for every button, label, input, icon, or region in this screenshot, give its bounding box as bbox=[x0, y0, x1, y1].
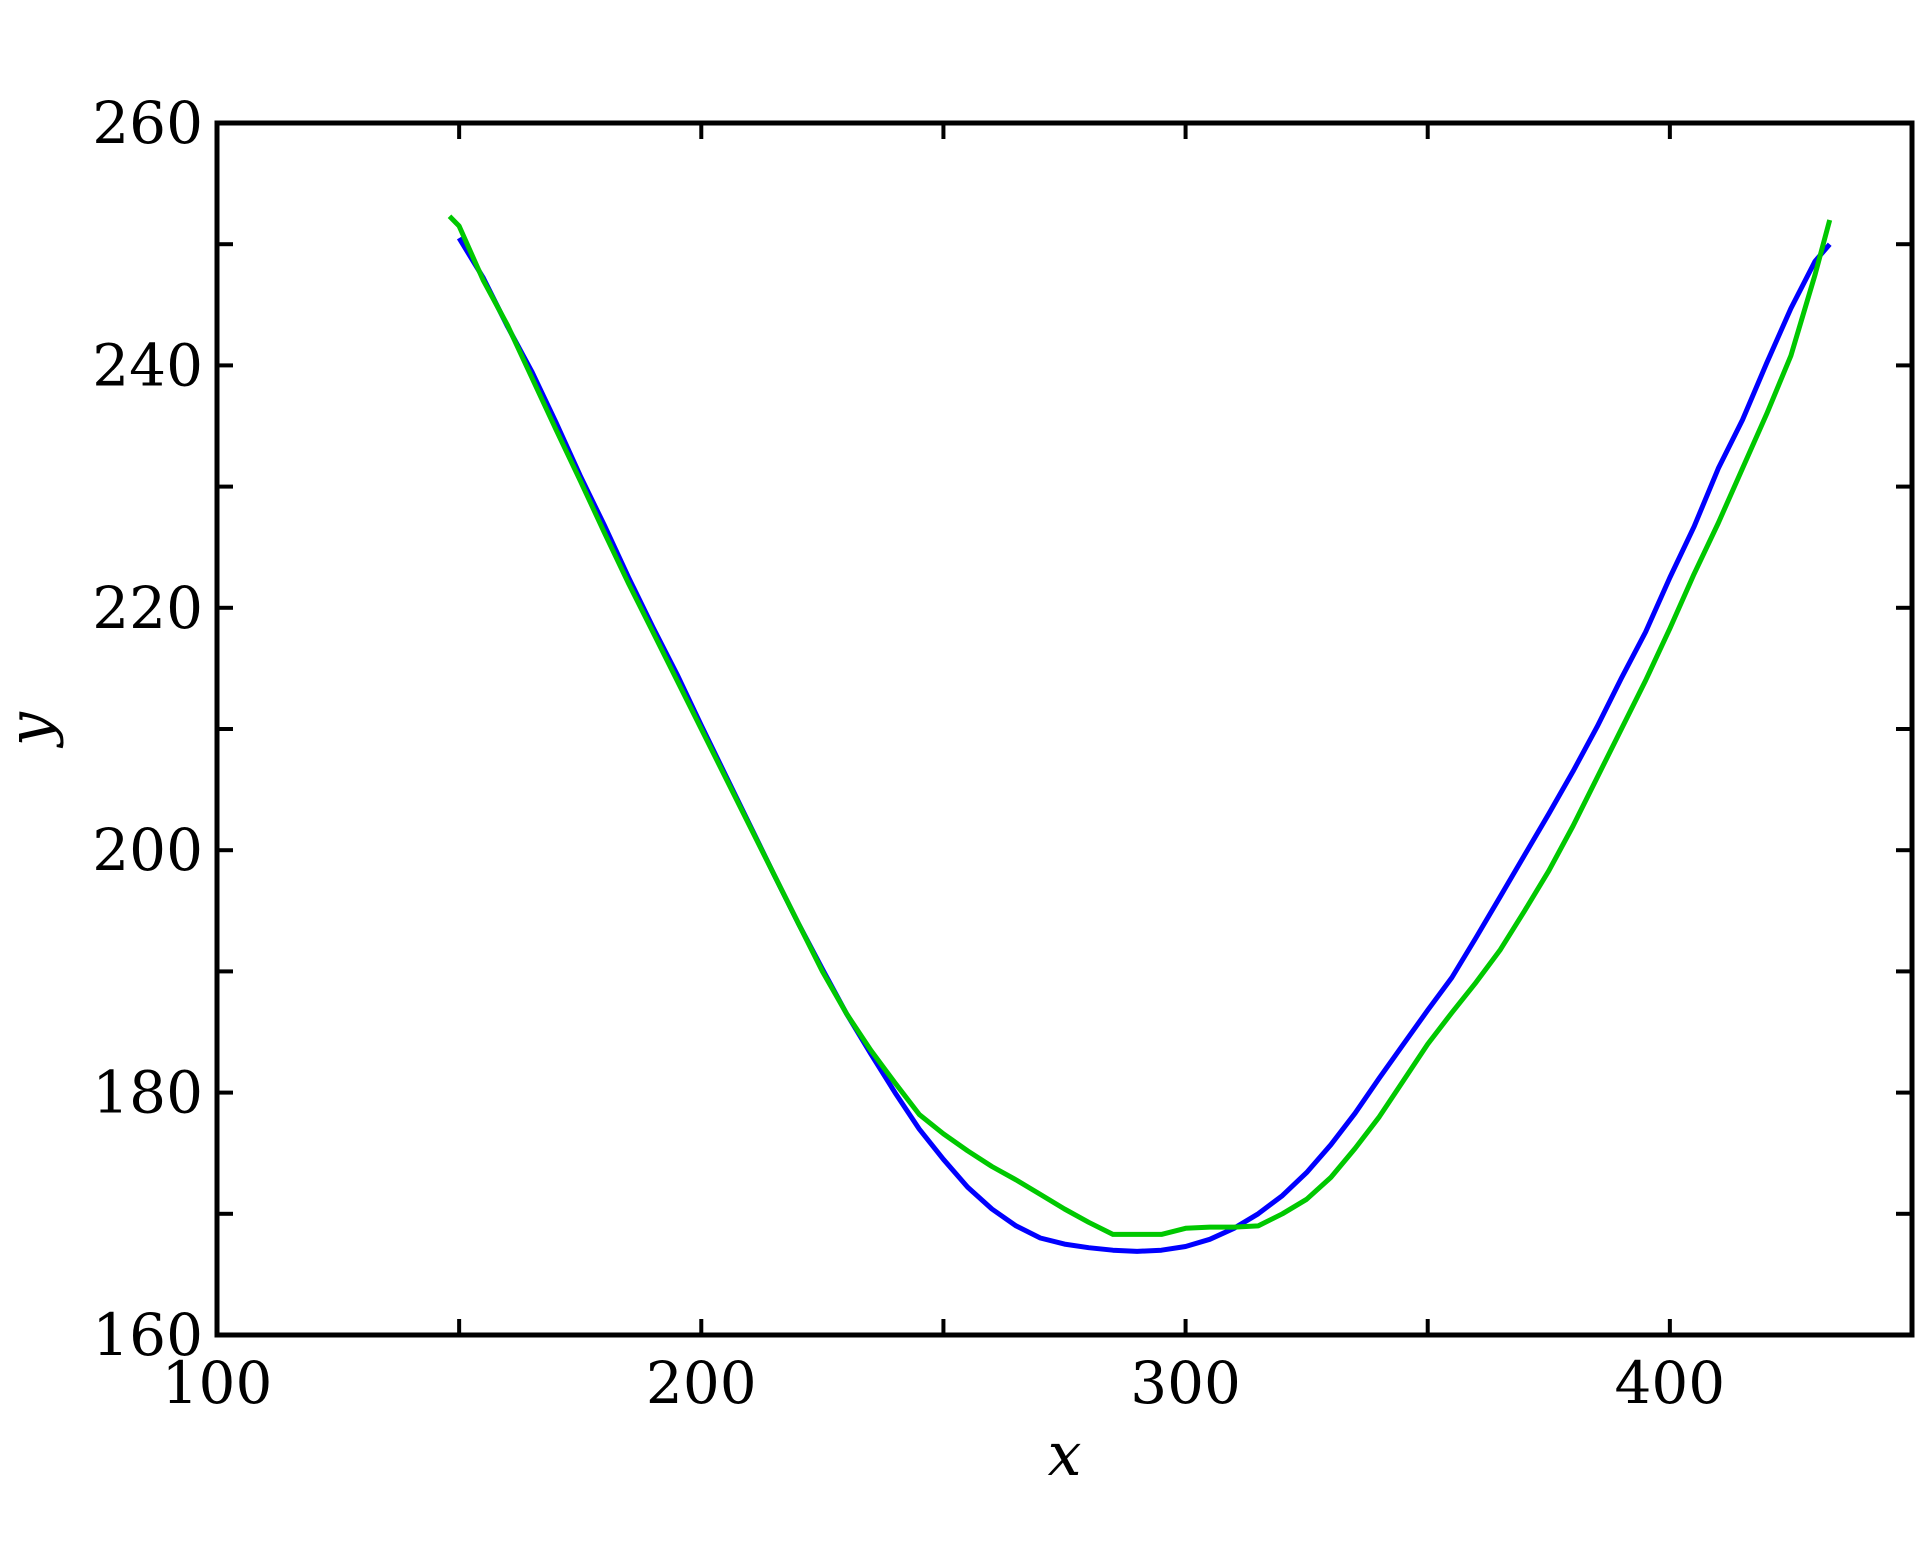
plot-frame bbox=[214, 120, 1915, 1338]
y-axis-label: y bbox=[0, 711, 65, 749]
series-line-2 bbox=[447, 214, 1833, 1237]
x-tick-label: 300 bbox=[1130, 1349, 1241, 1417]
x-tick-label: 200 bbox=[646, 1349, 757, 1417]
y-tick-label: 240 bbox=[92, 331, 203, 399]
y-tick-label: 200 bbox=[92, 816, 203, 884]
y-tick-label: 160 bbox=[92, 1301, 203, 1369]
labels-layer: 100 200 300 400 160 180 200 220 240 260 bbox=[92, 89, 1725, 1417]
series-layer bbox=[447, 214, 1833, 1254]
y-tick-label: 260 bbox=[92, 89, 203, 157]
series-line-1 bbox=[456, 236, 1832, 1254]
ticks-layer bbox=[215, 121, 1912, 1337]
x-axis-label: x bbox=[1048, 1420, 1082, 1490]
x-tick-label: 400 bbox=[1614, 1349, 1725, 1417]
y-tick-label: 180 bbox=[92, 1059, 203, 1127]
y-tick-label: 220 bbox=[92, 574, 203, 642]
x-tick-label: 100 bbox=[162, 1349, 273, 1417]
